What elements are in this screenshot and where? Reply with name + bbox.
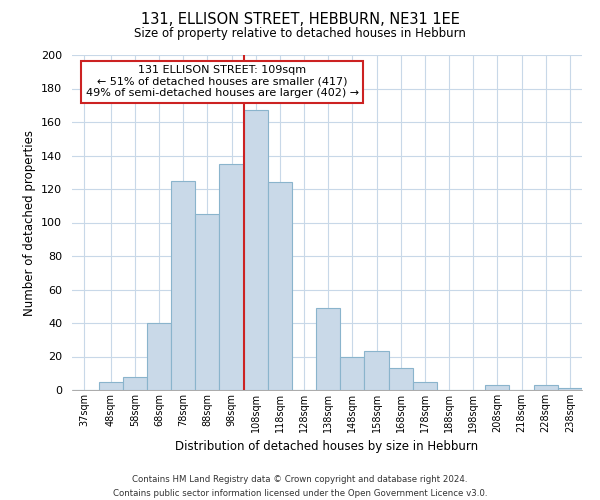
- Bar: [364, 352, 389, 390]
- Text: Size of property relative to detached houses in Hebburn: Size of property relative to detached ho…: [134, 28, 466, 40]
- Text: Contains HM Land Registry data © Crown copyright and database right 2024.
Contai: Contains HM Land Registry data © Crown c…: [113, 476, 487, 498]
- Bar: [195, 214, 220, 390]
- Bar: [147, 323, 171, 390]
- Bar: [389, 368, 413, 390]
- Bar: [98, 382, 123, 390]
- Text: 131 ELLISON STREET: 109sqm
← 51% of detached houses are smaller (417)
49% of sem: 131 ELLISON STREET: 109sqm ← 51% of deta…: [86, 65, 359, 98]
- Bar: [171, 180, 195, 390]
- Bar: [316, 308, 340, 390]
- X-axis label: Distribution of detached houses by size in Hebburn: Distribution of detached houses by size …: [175, 440, 479, 454]
- Bar: [268, 182, 292, 390]
- Bar: [413, 382, 437, 390]
- Text: 131, ELLISON STREET, HEBBURN, NE31 1EE: 131, ELLISON STREET, HEBBURN, NE31 1EE: [140, 12, 460, 28]
- Bar: [220, 164, 244, 390]
- Bar: [533, 385, 558, 390]
- Bar: [485, 385, 509, 390]
- Bar: [558, 388, 582, 390]
- Bar: [340, 356, 364, 390]
- Y-axis label: Number of detached properties: Number of detached properties: [23, 130, 35, 316]
- Bar: [244, 110, 268, 390]
- Bar: [123, 376, 147, 390]
